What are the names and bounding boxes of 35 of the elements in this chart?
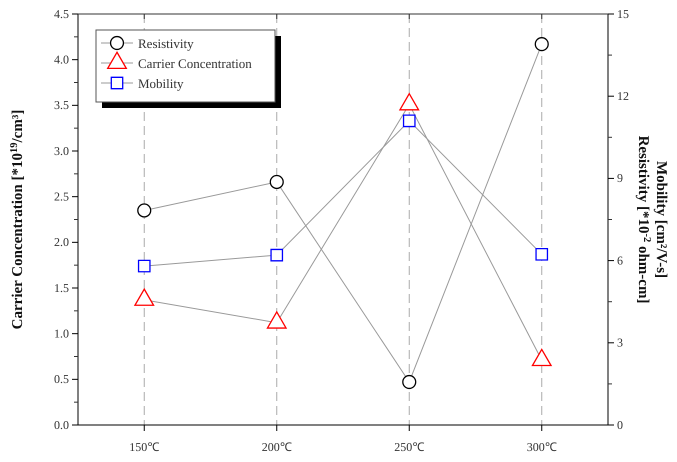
- y2-tick-label: 15: [617, 6, 629, 21]
- point: [534, 37, 549, 52]
- y2-tick-label: 9: [617, 171, 623, 186]
- y2-tick-label: 0: [617, 418, 623, 432]
- legend-label: Resistivity: [138, 36, 194, 51]
- point: [535, 248, 548, 261]
- y2-tick-label: 6: [617, 253, 623, 268]
- point: [402, 114, 416, 128]
- x-tick-label: 300℃: [526, 440, 557, 454]
- point: [134, 288, 154, 306]
- y-tick-label: 0.5: [54, 372, 69, 386]
- legend-label: Carrier Concentration: [138, 56, 252, 71]
- legend-label: Mobility: [138, 76, 184, 91]
- x-tick-label: 250℃: [394, 440, 424, 454]
- point: [266, 311, 287, 329]
- y2-tick-label: 12: [617, 89, 629, 104]
- y-tick-label: 0.0: [54, 418, 69, 432]
- y-tick-label: 2.5: [54, 190, 69, 204]
- x-tick-label: 150℃: [129, 440, 160, 454]
- y2-tick-label: 3: [617, 336, 623, 350]
- y-tick-label: 3.5: [54, 98, 69, 112]
- point: [270, 248, 284, 262]
- point: [402, 374, 416, 390]
- y-tick-label: 1.0: [54, 326, 69, 341]
- point: [138, 260, 151, 272]
- y-tick-label: 4.0: [54, 52, 69, 67]
- y-tick-label: 3.0: [54, 144, 69, 158]
- x-tick-label: 200℃: [262, 440, 292, 454]
- y-tick-label: 4.5: [54, 6, 69, 21]
- point: [532, 348, 552, 366]
- point: [399, 93, 420, 110]
- point: [270, 174, 284, 190]
- y-tick-label: 2.0: [54, 235, 69, 250]
- point: [137, 203, 152, 218]
- y-tick-label: 1.5: [54, 280, 69, 295]
